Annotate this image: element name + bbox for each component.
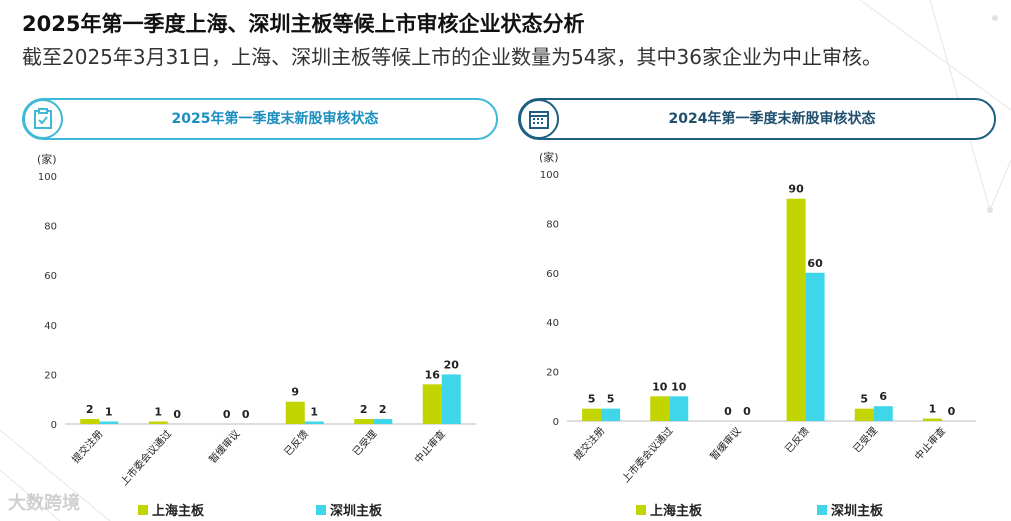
data-label: 2 xyxy=(360,403,368,416)
data-label: 5 xyxy=(588,393,596,406)
y-tick-label: 40 xyxy=(546,318,559,329)
data-label: 1 xyxy=(154,406,162,419)
data-label: 90 xyxy=(788,183,804,196)
bar-shenzhen xyxy=(441,374,461,424)
x-tick-label: 暂缓审议 xyxy=(206,427,242,465)
y-tick-label: 60 xyxy=(44,271,57,282)
legend-shenzhen-2025: 深圳主板 xyxy=(316,500,382,519)
bar-shanghai xyxy=(422,384,442,424)
data-label: 1 xyxy=(105,406,113,419)
x-tick-label: 已受理 xyxy=(350,428,379,458)
legend-swatch-shanghai xyxy=(138,504,148,515)
legend-swatch-shenzhen xyxy=(817,504,827,515)
y-tick-label: 100 xyxy=(38,172,57,183)
data-label: 5 xyxy=(860,393,868,406)
data-label: 2 xyxy=(86,403,94,416)
bar-shanghai xyxy=(148,421,168,424)
data-label: 0 xyxy=(743,405,751,418)
clipboard-check-icon xyxy=(23,99,63,139)
data-label: 10 xyxy=(652,380,668,393)
data-label: 6 xyxy=(879,390,887,403)
bar-shenzhen xyxy=(99,421,119,424)
data-label: 10 xyxy=(671,380,687,393)
x-tick-label: 暂缓审议 xyxy=(707,424,743,462)
y-axis-unit: (家) xyxy=(37,152,57,166)
y-tick-label: 0 xyxy=(553,417,559,428)
bar-shenzhen xyxy=(669,396,689,421)
legend-label-shanghai: 上海主板 xyxy=(650,504,703,519)
data-label: 9 xyxy=(291,386,299,399)
bar-shanghai xyxy=(285,401,305,424)
panel-title-2025: 2025年第一季度末新股审核状态 xyxy=(171,111,379,127)
legend-label-shenzhen: 深圳主板 xyxy=(831,504,884,519)
bar-shenzhen xyxy=(304,421,324,424)
bar-shanghai xyxy=(80,419,100,424)
bar-shanghai xyxy=(854,408,874,421)
bar-shanghai xyxy=(922,418,942,421)
legend-label-shenzhen: 深圳主板 xyxy=(330,504,383,519)
data-label: 1 xyxy=(310,406,318,419)
legend-label-shanghai: 上海主板 xyxy=(152,504,205,519)
data-label: 0 xyxy=(223,408,231,421)
bar-shenzhen xyxy=(873,406,893,421)
calendar-icon xyxy=(519,99,559,139)
bar-shenzhen xyxy=(805,272,825,421)
x-tick-label: 已反馈 xyxy=(281,427,311,458)
data-label: 16 xyxy=(425,368,441,381)
bar-shenzhen xyxy=(373,419,393,424)
y-tick-label: 20 xyxy=(546,368,559,379)
y-tick-label: 80 xyxy=(546,219,559,230)
y-axis-unit: (家) xyxy=(539,150,559,164)
legend-swatch-shenzhen xyxy=(316,504,326,515)
legend-shanghai-2025: 上海主板 xyxy=(138,500,204,519)
bar-shanghai xyxy=(786,198,806,421)
x-tick-label: 上市委会议通过 xyxy=(619,424,676,485)
legend-shenzhen-2024: 深圳主板 xyxy=(817,500,883,519)
panel-title-2024: 2024年第一季度末新股审核状态 xyxy=(668,111,876,127)
panel-header-2025: 2025年第一季度末新股审核状态 xyxy=(22,98,498,140)
data-label: 0 xyxy=(948,405,956,418)
y-tick-label: 20 xyxy=(44,370,57,381)
y-tick-label: 80 xyxy=(44,222,57,233)
x-tick-label: 已反馈 xyxy=(782,424,812,455)
bar-shanghai xyxy=(650,396,670,421)
legend-shanghai-2024: 上海主板 xyxy=(636,500,702,519)
x-tick-label: 中止审查 xyxy=(412,427,448,465)
watermark-logo: 大数跨境 xyxy=(8,489,80,515)
legend-swatch-shanghai xyxy=(636,504,646,515)
data-label: 5 xyxy=(607,393,615,406)
x-tick-label: 提交注册 xyxy=(571,424,607,462)
page-title: 2025年第一季度上海、深圳主板等候上市审核企业状态分析 xyxy=(22,12,585,36)
x-tick-label: 上市委会议通过 xyxy=(117,427,174,488)
y-tick-label: 100 xyxy=(540,170,559,181)
data-label: 0 xyxy=(242,408,250,421)
y-tick-label: 40 xyxy=(44,321,57,332)
watermark-text: 大数跨境 xyxy=(8,493,80,514)
data-label: 20 xyxy=(444,358,460,371)
y-tick-label: 0 xyxy=(51,420,57,431)
bar-shanghai xyxy=(354,419,374,424)
data-label: 0 xyxy=(724,405,732,418)
y-tick-label: 60 xyxy=(546,269,559,280)
panel-header-2024: 2024年第一季度末新股审核状态 xyxy=(518,98,996,140)
x-tick-label: 已受理 xyxy=(851,425,880,455)
data-label: 0 xyxy=(173,408,181,421)
x-tick-label: 中止审查 xyxy=(912,424,948,462)
bar-shanghai xyxy=(582,408,602,421)
data-label: 60 xyxy=(807,257,823,270)
x-tick-label: 提交注册 xyxy=(69,427,105,465)
page-subtitle: 截至2025年3月31日，上海、深圳主板等候上市的企业数量为54家，其中36家企… xyxy=(22,45,882,69)
data-label: 2 xyxy=(379,403,387,416)
data-label: 1 xyxy=(929,403,937,416)
bar-shenzhen xyxy=(601,408,621,421)
